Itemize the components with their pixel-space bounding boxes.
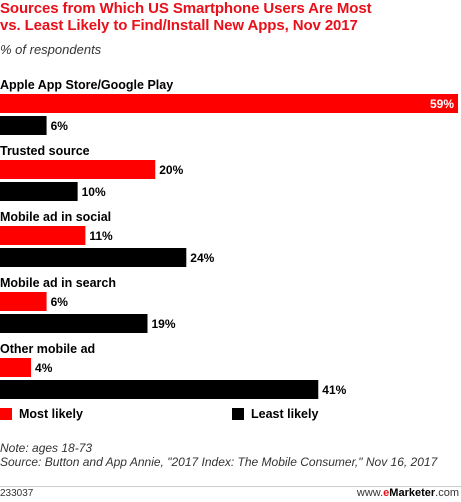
value-label-least-likely: 24%: [190, 251, 214, 265]
legend-swatch-most-likely: [0, 408, 12, 420]
bar-most-likely: [0, 292, 47, 311]
bar-most-likely: [0, 226, 86, 245]
chart-subtitle: % of respondents: [0, 42, 102, 57]
bar-group-apple-app-store-google-play: Apple App Store/Google Play 59% 6%: [0, 78, 458, 135]
bar-group-mobile-ad-in-search: Mobile ad in search 6% 19%: [0, 276, 176, 333]
brand-prefix: www.: [356, 487, 384, 499]
value-label-least-likely: 10%: [82, 185, 106, 199]
value-label-most-likely: 20%: [159, 163, 183, 177]
value-label-least-likely: 41%: [322, 383, 346, 397]
bar-least-likely: [0, 248, 187, 267]
category-label: Apple App Store/Google Play: [0, 78, 173, 92]
bar-least-likely: [0, 182, 78, 201]
bar-chart: Apple App Store/Google Play 59% 6% Trusted …: [0, 78, 458, 399]
category-label: Mobile ad in social: [0, 210, 111, 224]
legend-label-most-likely: Most likely: [19, 407, 83, 421]
value-label-most-likely: 59%: [430, 97, 454, 111]
brand-e: e: [383, 487, 390, 499]
chart-title: Sources from Which US Smartphone Users A…: [0, 0, 372, 34]
legend-item-least-likely: Least likely: [232, 407, 318, 421]
chart-note: Note: ages 18-73: [0, 441, 93, 455]
category-label: Other mobile ad: [0, 342, 95, 356]
value-label-least-likely: 19%: [151, 317, 175, 331]
bar-least-likely: [0, 314, 148, 333]
category-label: Mobile ad in search: [0, 276, 116, 290]
brand-name: Marketer: [389, 487, 436, 499]
bar-most-likely: [0, 94, 458, 113]
legend-item-most-likely: Most likely: [0, 407, 83, 421]
value-label-least-likely: 6%: [51, 119, 69, 133]
value-label-most-likely: 4%: [35, 361, 53, 375]
value-label-most-likely: 11%: [89, 229, 113, 243]
legend-label-least-likely: Least likely: [251, 407, 319, 421]
bar-group-other-mobile-ad: Other mobile ad 4% 41%: [0, 342, 347, 399]
bar-most-likely: [0, 160, 156, 179]
brand-logo: www.eMarketer.com: [357, 487, 459, 499]
bar-group-mobile-ad-in-social: Mobile ad in social 11% 24%: [0, 210, 215, 267]
brand-suffix: .com: [435, 487, 459, 499]
value-label-most-likely: 6%: [51, 295, 69, 309]
legend: Most likely Least likely: [0, 407, 461, 425]
chart-source: Source: Button and App Annie, "2017 Inde…: [0, 455, 438, 469]
bar-least-likely: [0, 116, 47, 135]
bar-group-trusted-source: Trusted source 20% 10%: [0, 144, 184, 201]
chart-id: 233037: [0, 488, 34, 499]
category-label: Trusted source: [0, 144, 90, 158]
footer-divider: [0, 486, 461, 487]
bar-least-likely: [0, 380, 319, 399]
bar-most-likely: [0, 358, 32, 377]
legend-swatch-least-likely: [232, 408, 244, 420]
